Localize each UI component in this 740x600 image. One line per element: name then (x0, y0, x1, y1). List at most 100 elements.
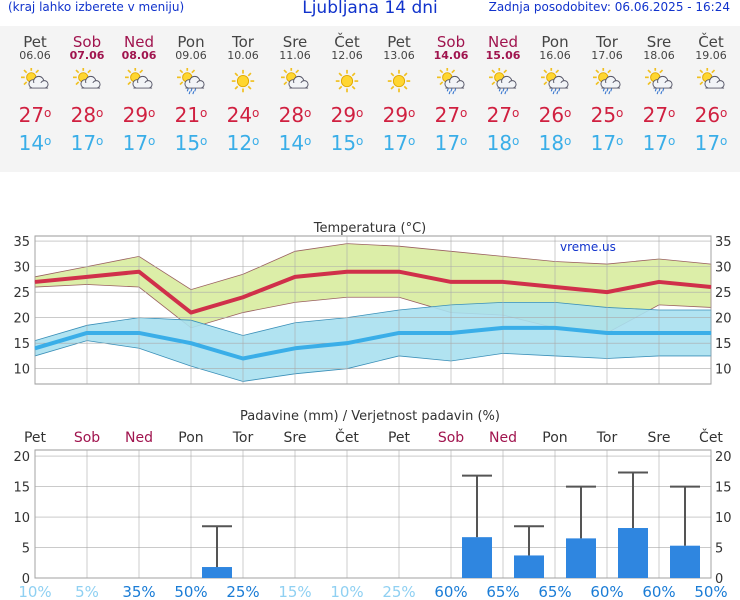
degree-sign: o (148, 134, 156, 148)
y-tick-label: 0 (22, 572, 30, 587)
sun-ray (595, 69, 600, 74)
data-point (138, 332, 140, 334)
x-tick-label: Tor (232, 430, 254, 446)
degree-sign: o (668, 106, 676, 120)
sun-ray (234, 72, 239, 77)
min-temp: 12o (217, 132, 269, 154)
sun-icon (231, 69, 255, 93)
y-tick-label: 0 (715, 572, 723, 587)
probability-label: 15% (278, 583, 311, 600)
min-temp-line (34, 325, 711, 361)
degree-sign: o (408, 134, 416, 148)
degree-sign: o (512, 106, 520, 120)
rain-drop (610, 88, 613, 92)
sun-ray (75, 69, 80, 74)
max-temp-value: 28 (278, 103, 305, 127)
rain-drop (446, 88, 449, 92)
probability-label: 10% (330, 583, 363, 600)
sun-ray (234, 85, 239, 90)
degree-sign: o (460, 106, 468, 120)
sun-disc (392, 75, 406, 88)
day-name: Pet (23, 33, 47, 51)
rain-drop (506, 88, 509, 92)
degree-sign: o (460, 134, 468, 148)
rain-drop (452, 91, 455, 95)
probability-label: 50% (694, 583, 727, 600)
min-temp-value: 15 (174, 131, 201, 155)
day-name: Sre (646, 33, 672, 51)
cloud (652, 75, 673, 89)
sun-ray (179, 81, 184, 86)
rain-drop (498, 88, 501, 92)
degree-sign: o (616, 134, 624, 148)
rain-drop (558, 88, 561, 92)
day-name: Čet (698, 33, 724, 51)
cloud (80, 75, 101, 89)
probability-label: 65% (486, 583, 519, 600)
precip-bar (514, 555, 544, 578)
max-temp: 27o (477, 104, 529, 126)
y-tick-label: 20 (13, 312, 30, 327)
sun-cloud-icon (21, 68, 49, 89)
min-temp-value: 14 (18, 131, 45, 155)
data-point (86, 276, 88, 278)
day-name: Tor (232, 33, 254, 51)
degree-sign: o (252, 134, 260, 148)
x-tick-label: Pon (542, 430, 567, 446)
min-temp: 17o (425, 132, 477, 154)
max-temp-value: 29 (330, 103, 357, 127)
degree-sign: o (408, 106, 416, 120)
data-point (554, 286, 556, 288)
sun-ray (503, 69, 508, 74)
cloud (28, 75, 49, 89)
day-column: Čet 12.06 29o 15o (321, 26, 373, 154)
degree-sign: o (200, 134, 208, 148)
day-date: 12.06 (331, 49, 363, 62)
day-column: Ned 15.06 27o 18o (477, 26, 529, 154)
y-tick-label: 20 (13, 450, 30, 465)
degree-sign: o (96, 106, 104, 120)
degree-sign: o (44, 106, 52, 120)
cloud-body (188, 82, 202, 89)
sun-ray (191, 69, 196, 74)
max-temp: 28o (269, 104, 321, 126)
sun-cloud-icon (73, 68, 101, 89)
max-temp: 24o (217, 104, 269, 126)
sun-icon (387, 69, 411, 93)
location-menu-hint[interactable]: (kraj lahko izberete v meniju) (8, 0, 185, 14)
probability-label: 50% (174, 583, 207, 600)
data-point (398, 271, 400, 273)
max-temp-value: 29 (122, 103, 149, 127)
data-point (34, 281, 36, 283)
header: (kraj lahko izberete v meniju) Ljubljana… (0, 0, 740, 22)
x-tick-label: Tor (596, 430, 618, 446)
x-tick-label: Pet (388, 430, 411, 446)
rain-drop (504, 91, 507, 95)
rain-drop (190, 88, 193, 92)
sun-ray (139, 69, 144, 74)
max-temp-value: 25 (590, 103, 617, 127)
data-point (190, 342, 192, 344)
x-tick-label: Sob (438, 430, 464, 446)
cloud-body (136, 82, 150, 89)
max-temp-value: 24 (226, 103, 253, 127)
day-name: Sob (72, 33, 102, 51)
max-temp: 26o (529, 104, 581, 126)
max-temp: 27o (425, 104, 477, 126)
sun-cloud-rain-icon (645, 68, 673, 95)
rain-drop (602, 88, 605, 92)
sun-ray (659, 69, 664, 74)
sun-ray (543, 69, 548, 74)
data-point (658, 281, 660, 283)
degree-sign: o (512, 134, 520, 148)
y-tick-label: 35 (715, 235, 732, 250)
y-tick-label: 10 (13, 511, 30, 526)
sun-ray (555, 69, 560, 74)
sun-ray (595, 81, 600, 86)
sun-cloud-rain-icon (177, 68, 205, 95)
degree-sign: o (304, 134, 312, 148)
x-tick-label: Pet (24, 430, 47, 446)
data-point (190, 312, 192, 314)
data-point (554, 327, 556, 329)
cloud (704, 75, 725, 89)
